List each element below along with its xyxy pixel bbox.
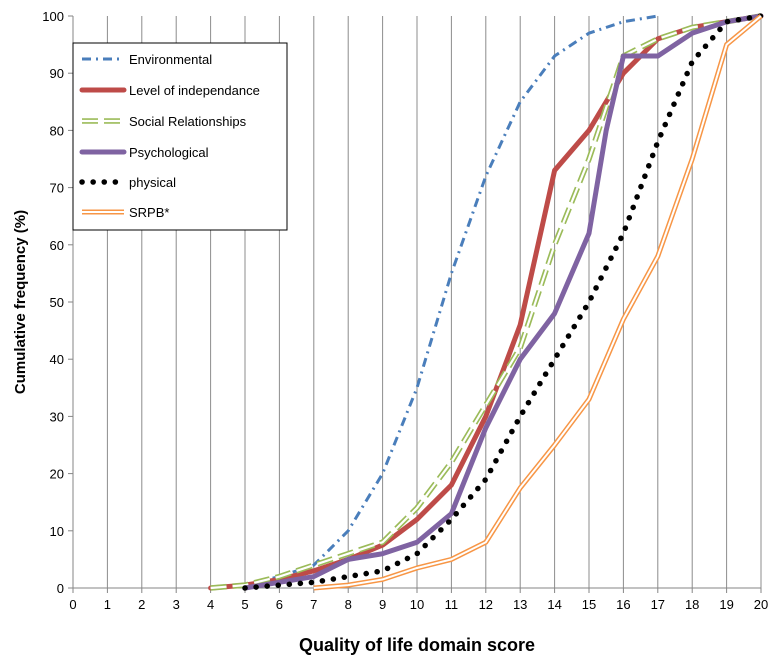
y-tick-label: 20: [50, 467, 64, 482]
series-line-social-relationships-inner: [210, 14, 762, 590]
legend-label: physical: [129, 175, 176, 190]
y-tick-label: 40: [50, 352, 64, 367]
series-psychological: [242, 13, 764, 591]
y-tick-labels: 0 10 20 30 40 50 60 70 80 90 100: [42, 9, 64, 596]
legend-item-physical: physical: [79, 175, 176, 190]
x-tick-label: 8: [345, 597, 352, 612]
y-tick-label: 30: [50, 409, 64, 424]
y-tick-label: 80: [50, 123, 64, 138]
series-physical: [242, 13, 764, 591]
series-social-relationships: [210, 13, 762, 591]
series-line-psychological: [242, 13, 764, 591]
x-tick-label: 9: [379, 597, 386, 612]
x-tick-label: 15: [582, 597, 596, 612]
x-tick-label: 0: [69, 597, 76, 612]
x-tick-label: 20: [754, 597, 768, 612]
legend-item-environmental: Environmental: [82, 52, 212, 67]
x-tick-label: 5: [241, 597, 248, 612]
legend-label: SRPB*: [129, 205, 169, 220]
legend-box: [72, 42, 288, 231]
x-tick-labels: 0 1 2 3 4 5 6 7 8 9 10 11 12 13 14 15 16 17 18 19 20: [69, 597, 768, 612]
y-axis-title: Cumulative frequency (%): [12, 210, 29, 394]
x-tick-label: 17: [651, 597, 665, 612]
legend-label: Psychological: [129, 145, 209, 160]
x-tick-label: 10: [410, 597, 424, 612]
legend-label: Level of independance: [129, 83, 260, 98]
y-tick-label: 0: [57, 581, 64, 596]
x-tick-label: 6: [276, 597, 283, 612]
x-tick-label: 13: [513, 597, 527, 612]
legend: Environmental Level of independance Social…: [72, 42, 288, 231]
y-tick-label: 90: [50, 66, 64, 81]
x-tick-label: 18: [685, 597, 699, 612]
legend-item-social-relationships: Social Relationships: [82, 114, 247, 129]
y-tick-label: 10: [50, 524, 64, 539]
x-tick-label: 2: [138, 597, 145, 612]
legend-item-srpb: SRPB*: [82, 205, 169, 220]
x-tick-label: 3: [173, 597, 180, 612]
legend-item-level-of-independance: Level of independance: [79, 83, 260, 98]
x-tick-label: 16: [616, 597, 630, 612]
x-tick-label: 7: [310, 597, 317, 612]
legend-label: Social Relationships: [129, 114, 247, 129]
y-tick-label: 60: [50, 238, 64, 253]
x-tick-label: 19: [719, 597, 733, 612]
series-layer: [208, 13, 764, 591]
y-tick-label: 50: [50, 295, 64, 310]
legend-item-psychological: Psychological: [79, 145, 209, 160]
legend-label: Environmental: [129, 52, 212, 67]
series-srpb: [313, 14, 763, 591]
x-axis-title: Quality of life domain score: [299, 635, 535, 655]
x-tick-label: 12: [479, 597, 493, 612]
series-line-physical: [242, 13, 764, 591]
y-tick-label: 70: [50, 181, 64, 196]
x-tick-label: 14: [547, 597, 561, 612]
series-line-srpb-inner: [313, 15, 762, 589]
x-tick-label: 1: [104, 597, 111, 612]
y-tick-label: 100: [42, 9, 64, 24]
x-tick-label: 4: [207, 597, 214, 612]
x-tick-label: 11: [445, 597, 459, 612]
